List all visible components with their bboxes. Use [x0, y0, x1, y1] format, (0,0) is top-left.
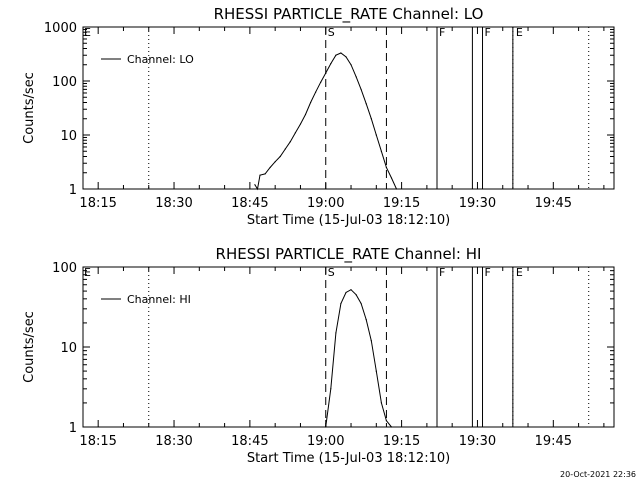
data-point — [370, 118, 372, 120]
y-tick-label: 1000 — [44, 21, 77, 36]
data-point — [279, 155, 281, 158]
data-point — [320, 81, 322, 83]
data-point — [350, 289, 352, 291]
data-point — [340, 52, 342, 54]
data-point — [254, 184, 256, 186]
data-point — [330, 388, 332, 390]
x-tick-label: 19:30 — [459, 434, 496, 449]
y-tick-label: 10 — [60, 341, 77, 356]
marker-label: E — [516, 266, 523, 279]
plot-frame — [82, 26, 615, 190]
y-tick-label: 1 — [69, 421, 77, 436]
data-point — [355, 294, 357, 296]
data-point — [325, 426, 327, 428]
data-point — [390, 177, 393, 179]
data-point — [370, 340, 372, 342]
y-tick-label: 1 — [69, 183, 77, 198]
marker-label: S — [328, 26, 335, 39]
data-point — [390, 426, 393, 428]
data-point — [274, 161, 276, 163]
data-point — [360, 88, 362, 90]
x-axis-label: Start Time (15-Jul-03 18:12:10) — [247, 451, 450, 466]
marker-label: E — [516, 26, 523, 39]
marker-label: S — [328, 266, 335, 279]
x-tick-label: 18:30 — [155, 434, 192, 449]
x-tick-label: 18:30 — [155, 196, 192, 211]
data-point — [365, 103, 367, 105]
data-point — [380, 150, 382, 152]
y-tick-label: 10 — [60, 129, 77, 144]
y-axis-label: Counts/sec — [22, 311, 37, 383]
data-point — [294, 132, 296, 134]
chart-title: RHESSI PARTICLE_RATE Channel: LO — [214, 5, 484, 24]
edge-label: E — [84, 26, 91, 39]
data-point — [289, 141, 291, 143]
marker-label: F — [485, 266, 491, 279]
x-tick-label: 18:45 — [231, 434, 268, 449]
chart-title: RHESSI PARTICLE_RATE Channel: HI — [216, 245, 482, 264]
data-point — [269, 166, 271, 169]
data-point — [340, 302, 342, 305]
data-point — [375, 370, 377, 372]
data-point — [385, 166, 387, 169]
data-point — [355, 76, 357, 78]
data-point — [360, 302, 362, 305]
x-tick-label: 19:30 — [459, 196, 496, 211]
x-tick-label: 19:45 — [535, 434, 572, 449]
data-point — [330, 63, 332, 65]
series-line — [254, 52, 397, 191]
series-line — [325, 289, 392, 428]
data-point — [299, 123, 302, 125]
data-point — [335, 332, 337, 334]
marker-label: F — [439, 266, 445, 279]
x-axis-label: Start Time (15-Jul-03 18:12:10) — [247, 213, 450, 228]
y-tick-label: 100 — [52, 261, 77, 276]
data-point — [335, 54, 337, 56]
x-tick-label: 18:15 — [79, 196, 116, 211]
x-tick-label: 19:15 — [383, 196, 420, 211]
edge-label: E — [84, 266, 91, 279]
data-point — [304, 113, 307, 116]
data-point — [310, 101, 312, 104]
legend-label: Channel: HI — [127, 293, 191, 306]
y-tick-label: 100 — [52, 75, 77, 90]
data-point — [380, 402, 382, 404]
x-tick-label: 19:45 — [535, 196, 572, 211]
data-point — [256, 188, 259, 190]
y-axis-label: Counts/sec — [22, 72, 37, 144]
marker-label: F — [439, 26, 445, 39]
data-point — [375, 134, 377, 136]
data-point — [315, 91, 317, 93]
marker-label: F — [485, 26, 491, 39]
data-point — [345, 56, 347, 58]
x-tick-label: 19:15 — [383, 434, 420, 449]
data-point — [259, 174, 261, 176]
data-point — [284, 148, 286, 150]
data-point — [385, 420, 387, 422]
x-tick-label: 19:00 — [307, 434, 344, 449]
legend-label: Channel: LO — [127, 53, 194, 66]
data-point — [264, 173, 266, 175]
x-tick-label: 18:15 — [79, 434, 116, 449]
x-tick-label: 18:45 — [231, 196, 268, 211]
data-point — [345, 291, 347, 294]
data-point — [365, 319, 367, 321]
data-point — [325, 72, 327, 74]
data-point — [395, 188, 398, 190]
footer-timestamp: 20-Oct-2021 22:36 — [560, 470, 636, 479]
data-point — [350, 64, 352, 66]
x-tick-label: 19:00 — [307, 196, 344, 211]
